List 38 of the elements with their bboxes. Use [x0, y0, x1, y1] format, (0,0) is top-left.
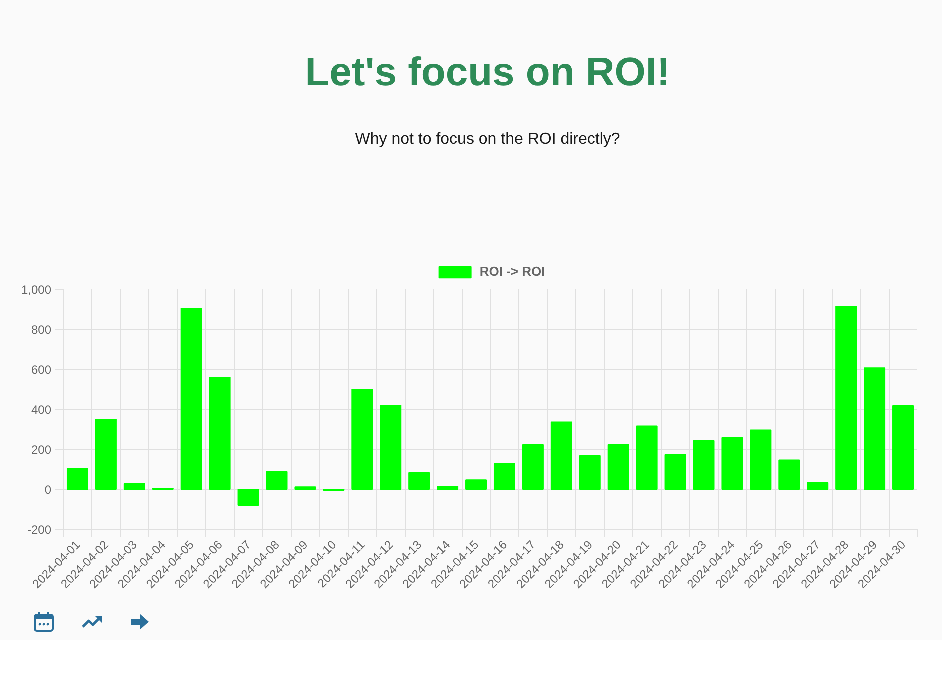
y-tick-label: 800: [31, 323, 52, 337]
bar: [437, 486, 459, 490]
bar: [807, 482, 829, 490]
y-tick-label: 0: [44, 483, 52, 497]
bar: [608, 444, 630, 490]
bar: [722, 437, 744, 490]
bar: [636, 426, 658, 490]
chart-title: Let's focus on ROI!: [305, 50, 670, 94]
y-tick-label: 200: [31, 443, 52, 457]
bar: [579, 455, 601, 490]
bar: [750, 430, 772, 490]
bar: [522, 444, 544, 490]
y-tick-label: 600: [31, 363, 52, 377]
bar: [466, 480, 488, 490]
bar: [352, 389, 374, 490]
bar: [209, 377, 231, 490]
bar: [66, 468, 88, 490]
bar: [836, 306, 858, 490]
legend-label: ROI -> ROI: [480, 264, 546, 279]
y-tick-label: -200: [27, 523, 52, 537]
bar: [95, 419, 117, 490]
y-tick-label: 1,000: [21, 283, 52, 297]
bar: [693, 440, 715, 490]
bar: [550, 422, 572, 490]
bar: [864, 368, 886, 490]
bar: [494, 463, 516, 490]
bar: [180, 308, 202, 490]
bar: [124, 483, 146, 490]
bar: [266, 471, 288, 490]
bar: [892, 405, 914, 490]
bar: [778, 460, 800, 490]
bar: [238, 489, 260, 506]
bar: [408, 472, 430, 490]
bar: [380, 405, 402, 490]
y-tick-label: 400: [31, 403, 52, 417]
bar: [664, 454, 686, 490]
bar: [294, 486, 316, 490]
chart-subtitle: Why not to focus on the ROI directly?: [355, 131, 620, 148]
